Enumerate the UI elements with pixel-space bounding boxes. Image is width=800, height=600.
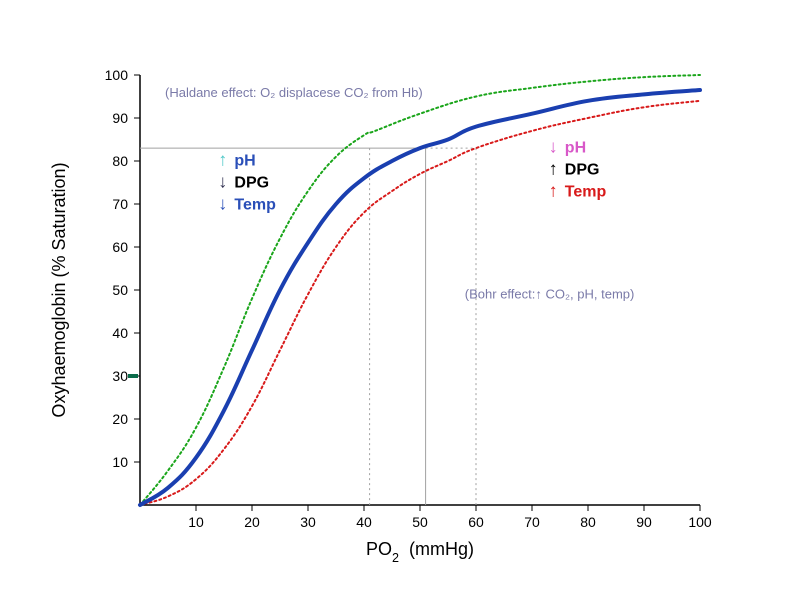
legend-left-label-2: Temp — [234, 196, 276, 213]
svg-text:40: 40 — [356, 514, 372, 530]
svg-text:Oxyhaemoglobin (% Saturation): Oxyhaemoglobin (% Saturation) — [49, 162, 69, 417]
legend-right-arrow-2: ↑ — [549, 180, 558, 200]
svg-text:20: 20 — [112, 411, 128, 427]
svg-text:10: 10 — [188, 514, 204, 530]
legend-left-label-0: pH — [234, 152, 255, 169]
svg-text:70: 70 — [112, 196, 128, 212]
svg-text:40: 40 — [112, 325, 128, 341]
svg-text:50: 50 — [412, 514, 428, 530]
legend-left-arrow-0: ↑ — [218, 149, 227, 169]
chart-svg: 10 20 30 40 50 60 70 80 90 100 10 20 30 40 50 60 70 80 90 1… — [0, 0, 800, 600]
odc-chart: 10 20 30 40 50 60 70 80 90 100 10 20 30 40 50 60 70 80 90 1… — [0, 0, 800, 600]
svg-text:90: 90 — [636, 514, 652, 530]
legend-left-label-1: DPG — [234, 174, 269, 191]
legend-left-arrow-2: ↓ — [218, 193, 227, 213]
svg-text:100: 100 — [688, 514, 712, 530]
svg-text:50: 50 — [112, 282, 128, 298]
legend-left-arrow-1: ↓ — [218, 171, 227, 191]
haldane-annotation: (Haldane effect: O₂ displacese CO₂ from … — [165, 85, 423, 100]
svg-text:80: 80 — [580, 514, 596, 530]
legend-right-label-0: pH — [565, 139, 586, 156]
legend-right-arrow-1: ↑ — [549, 158, 558, 178]
svg-text:100: 100 — [105, 67, 129, 83]
svg-text:30: 30 — [112, 368, 128, 384]
legend-right-label-2: Temp — [565, 183, 607, 200]
bohr-annotation: (Bohr effect:↑ CO₂, pH, temp) — [465, 287, 635, 302]
svg-text:80: 80 — [112, 153, 128, 169]
svg-text:60: 60 — [112, 239, 128, 255]
svg-text:90: 90 — [112, 110, 128, 126]
svg-text:10: 10 — [112, 454, 128, 470]
svg-text:70: 70 — [524, 514, 540, 530]
svg-text:60: 60 — [468, 514, 484, 530]
legend-right-arrow-0: ↓ — [549, 136, 558, 156]
svg-text:30: 30 — [300, 514, 316, 530]
legend-right-label-1: DPG — [565, 161, 600, 178]
svg-text:20: 20 — [244, 514, 260, 530]
